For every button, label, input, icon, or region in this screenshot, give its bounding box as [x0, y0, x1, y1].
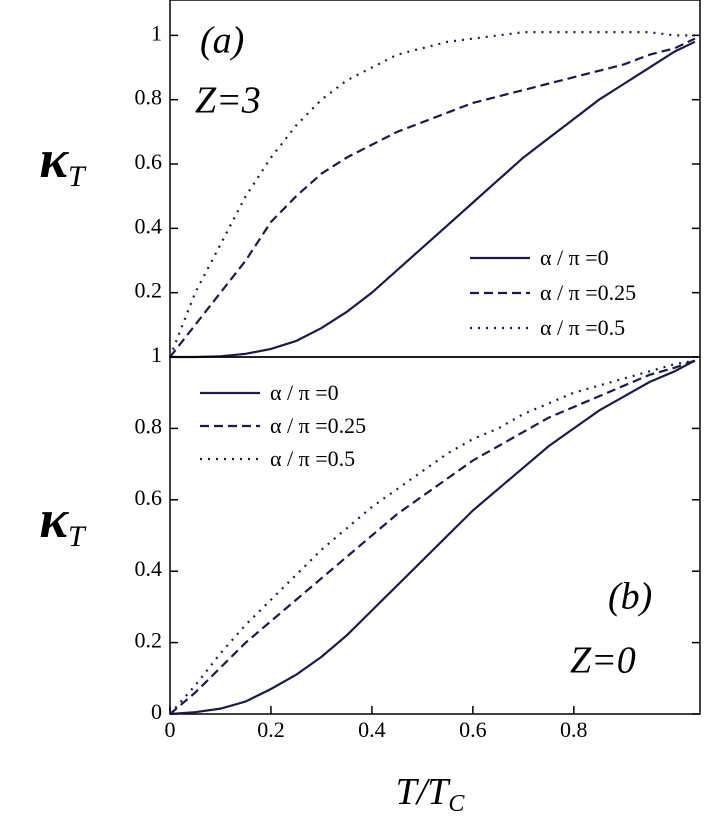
legend-label: α / π =0.5 — [270, 446, 355, 471]
annotation: (b) — [608, 576, 652, 618]
legend-label: α / π =0.25 — [540, 280, 636, 305]
y-axis-label: κT — [39, 489, 87, 553]
y-tick-label: 1 — [151, 342, 162, 367]
annotation: (a) — [200, 20, 244, 62]
annotation: Z=0 — [570, 640, 636, 682]
data-line — [169, 37, 696, 358]
legend-label: α / π =0 — [540, 245, 609, 270]
x-tick-label: 0.2 — [257, 717, 285, 742]
y-tick-label: 0.2 — [135, 278, 163, 303]
x-axis-label-main: T/T — [396, 771, 452, 813]
legend-label: α / π =0.5 — [540, 315, 625, 340]
legend-label: α / π =0.25 — [270, 413, 366, 438]
y-axis-label-sub: T — [68, 160, 87, 193]
y-tick-label: 0.4 — [135, 556, 163, 581]
data-line — [170, 40, 696, 359]
y-tick-label: 1 — [151, 20, 162, 45]
y-tick-label: 0.2 — [135, 628, 163, 653]
y-tick-label: 0.6 — [135, 149, 163, 174]
x-tick-label: 0 — [165, 717, 176, 742]
y-tick-label: 0.4 — [135, 213, 163, 238]
y-tick-label: 0 — [151, 699, 162, 724]
y-axis-label-sub: T — [68, 520, 87, 553]
data-line — [169, 359, 696, 716]
y-axis-label: κT — [39, 129, 87, 193]
y-axis-label-symbol: κ — [39, 129, 69, 189]
data-line — [168, 31, 695, 358]
data-line — [169, 359, 696, 715]
annotation: Z=3 — [195, 80, 261, 122]
legend-label: α / π =0 — [270, 380, 339, 405]
y-tick-label: 0.8 — [135, 413, 163, 438]
y-tick-label: 0.8 — [135, 85, 163, 110]
x-tick-label: 0.4 — [358, 717, 386, 742]
plot-frame — [169, 356, 701, 715]
x-axis-label: T/TC — [396, 771, 466, 817]
x-axis-label-sub: C — [448, 791, 465, 817]
x-tick-label: 0.6 — [459, 717, 487, 742]
x-tick-label: 0.8 — [560, 717, 588, 742]
y-tick-label: 0.6 — [135, 485, 163, 510]
y-axis-label-symbol: κ — [39, 489, 69, 549]
